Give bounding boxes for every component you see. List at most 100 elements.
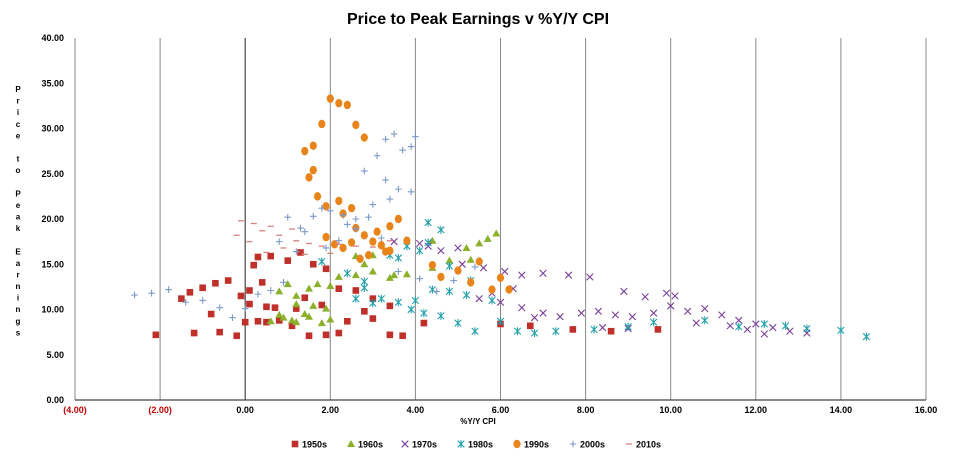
data-point	[701, 316, 709, 325]
data-point	[454, 244, 462, 252]
data-point	[556, 313, 564, 321]
data-point	[275, 310, 284, 318]
data-point	[437, 225, 445, 234]
data-point	[326, 281, 335, 289]
data-point	[292, 300, 301, 308]
data-point	[369, 315, 377, 322]
data-point	[318, 301, 326, 309]
data-point	[382, 176, 389, 184]
data-point	[803, 324, 811, 333]
legend-item: 2000s	[569, 440, 605, 450]
grid	[74, 38, 927, 401]
data-point	[309, 260, 317, 268]
tick-labels: (4.00) (2.00) 0.00 2.00 4.00 6.00 8.00 10.00 12.…	[41, 33, 937, 415]
data-point	[347, 238, 356, 247]
x-tick-label: 12.00	[745, 405, 768, 415]
data-point	[317, 319, 326, 327]
data-point	[284, 213, 292, 221]
data-point	[271, 304, 279, 311]
data-point	[526, 322, 534, 330]
legend-marker	[457, 440, 465, 448]
data-point	[399, 146, 406, 154]
data-point	[322, 304, 331, 312]
data-point	[339, 212, 347, 219]
data-point	[309, 301, 318, 309]
data-point	[309, 212, 317, 220]
data-point	[394, 298, 403, 307]
legend-item: 1950s	[291, 440, 327, 450]
data-point	[344, 221, 351, 228]
data-point	[390, 130, 398, 138]
legend-marker	[291, 440, 299, 448]
data-point	[403, 236, 411, 245]
data-point	[301, 294, 309, 302]
legend-marker	[569, 440, 577, 448]
data-point	[649, 309, 658, 317]
data-point	[726, 322, 734, 330]
legend-label: 1990s	[524, 440, 549, 450]
data-point	[335, 98, 343, 108]
data-point	[297, 249, 304, 256]
data-point	[182, 298, 189, 306]
data-point	[735, 322, 743, 331]
data-point	[165, 286, 172, 293]
data-point	[735, 316, 743, 325]
data-point	[352, 120, 360, 130]
data-point	[862, 332, 871, 341]
data-point	[412, 133, 419, 140]
data-point	[352, 287, 360, 294]
data-point	[334, 272, 343, 280]
data-point	[437, 311, 445, 320]
data-point	[330, 240, 339, 249]
data-point	[781, 321, 790, 330]
data-point	[390, 271, 399, 279]
data-point	[620, 287, 628, 296]
data-point	[437, 272, 445, 282]
data-point	[288, 322, 296, 330]
y-tick-label: 30.00	[41, 124, 64, 134]
data-point	[360, 277, 369, 286]
data-point	[305, 312, 314, 320]
data-point	[369, 201, 377, 208]
data-point	[369, 237, 377, 246]
y-tick-label: 25.00	[41, 169, 64, 179]
data-point	[518, 304, 526, 312]
data-point	[552, 327, 560, 336]
x-tick-label: 8.00	[577, 405, 595, 415]
data-point	[292, 318, 301, 326]
data-point	[760, 319, 768, 328]
data-point	[513, 327, 522, 336]
data-point	[530, 329, 539, 338]
data-point	[492, 229, 501, 237]
data-point	[475, 239, 484, 247]
data-point	[322, 265, 330, 273]
data-point	[488, 285, 496, 294]
data-point	[671, 292, 679, 300]
data-point	[246, 300, 253, 308]
data-point	[322, 244, 330, 252]
x-axis-title: %Y/Y CPI	[460, 417, 495, 426]
data-point	[649, 318, 658, 327]
data-point	[462, 291, 471, 300]
legend-label: 1950s	[302, 440, 327, 450]
data-point	[254, 253, 262, 261]
data-point	[424, 218, 432, 227]
legend-item: 2010s	[626, 440, 661, 450]
data-point	[279, 313, 288, 321]
data-point	[351, 271, 360, 279]
data-point	[475, 257, 483, 266]
data-point	[275, 317, 283, 324]
data-point	[292, 291, 301, 299]
data-point	[335, 196, 343, 206]
data-point	[309, 165, 317, 175]
legend: 1950s 1960s 1970s 1980s 1990s 2000s 2010s	[291, 440, 661, 450]
data-point	[356, 254, 364, 264]
legend-label: 1980s	[468, 440, 493, 450]
data-point	[305, 173, 313, 182]
data-point	[752, 320, 760, 328]
data-point	[411, 296, 420, 305]
data-point	[377, 294, 386, 303]
legend-marker	[401, 440, 409, 448]
data-point	[402, 270, 411, 278]
